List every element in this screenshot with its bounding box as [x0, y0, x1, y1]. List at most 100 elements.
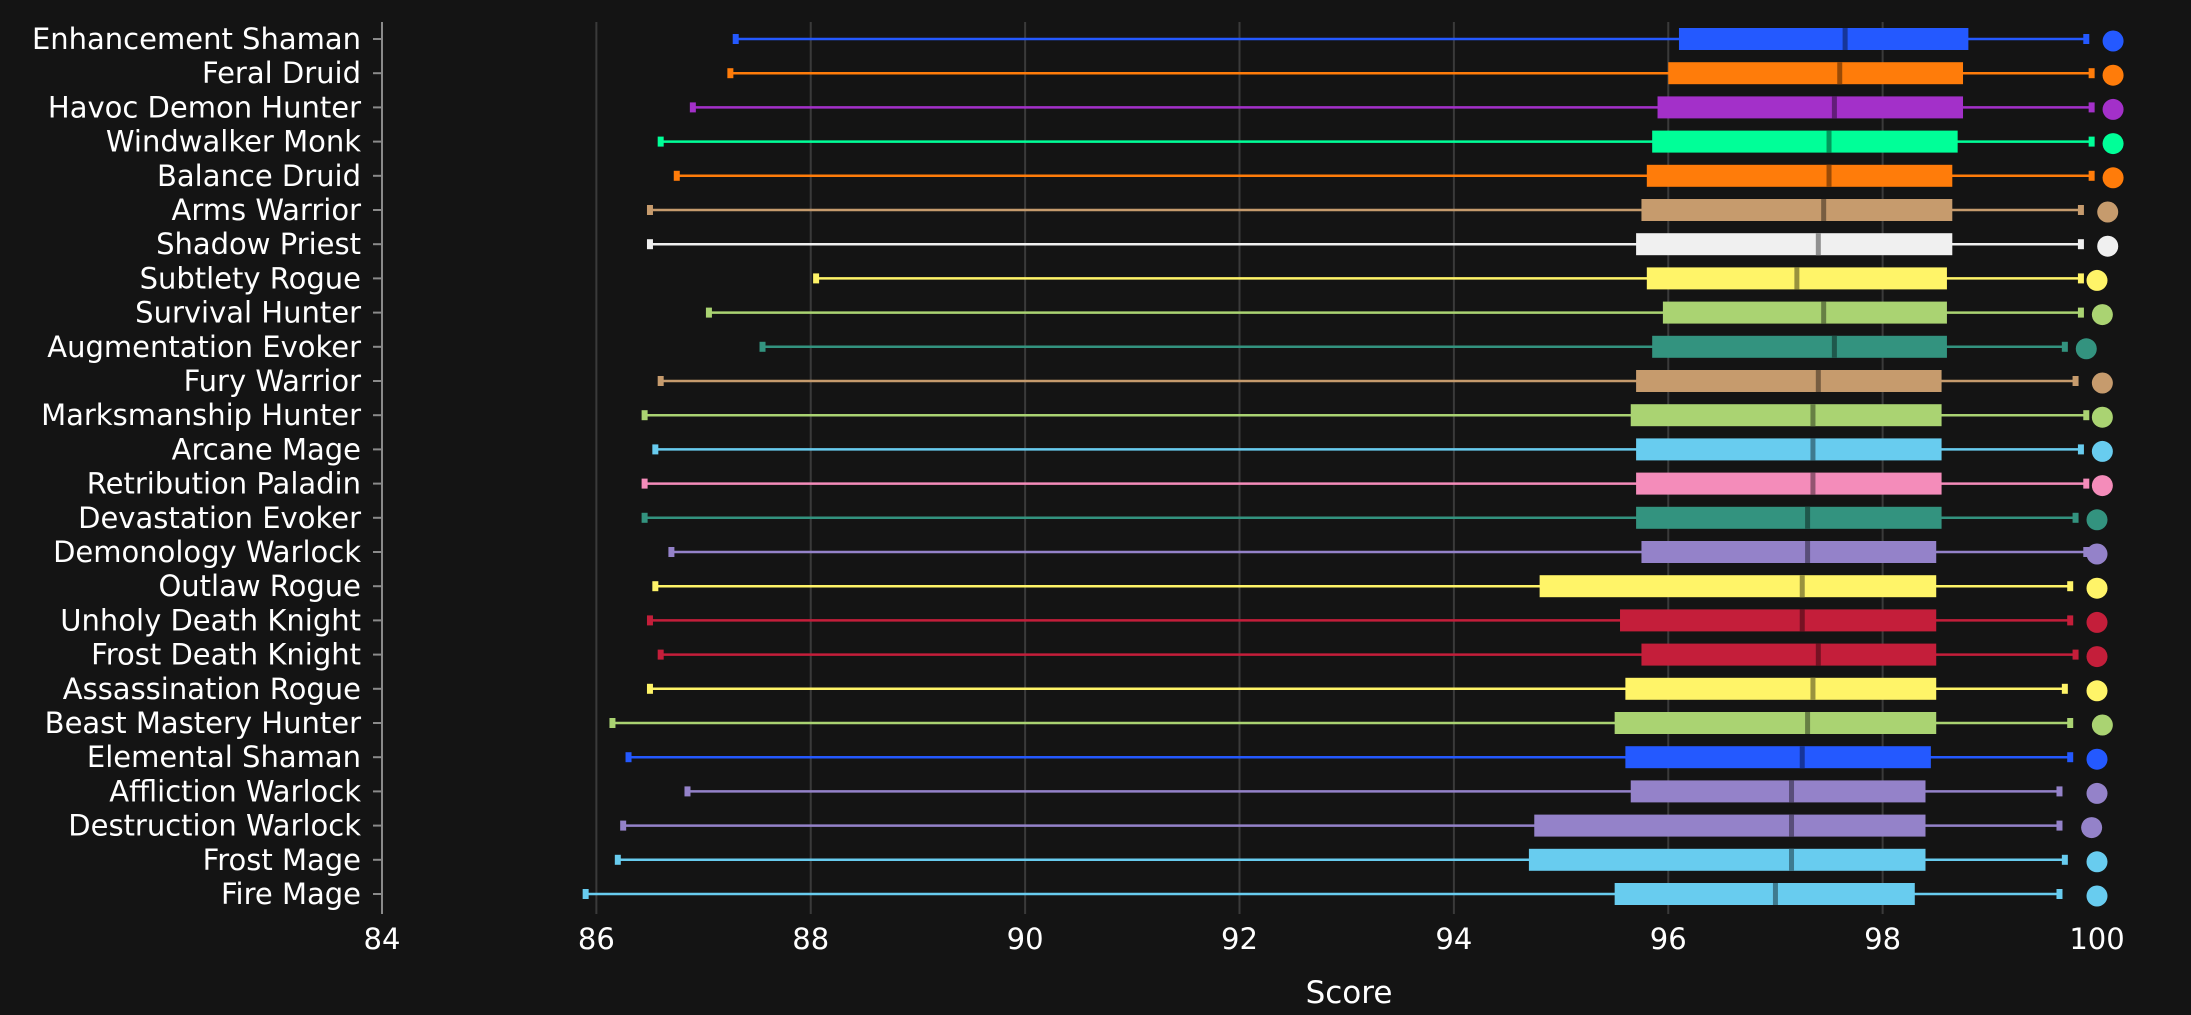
whisker-max-cap — [2083, 410, 2090, 421]
median-line — [1831, 335, 1837, 358]
whisker-max-cap — [2067, 581, 2074, 592]
whisker-min-cap — [689, 102, 696, 113]
x-tick-labels: 84 86 88 90 92 94 96 98 100 — [364, 922, 2125, 956]
whisker-max-cap — [2077, 205, 2084, 215]
box-row: Outlaw Rogue — [158, 569, 2108, 603]
x-tick-label: 100 — [2069, 922, 2124, 956]
whisker-max-cap — [2088, 170, 2095, 181]
spec-label: Subtlety Rogue — [140, 261, 361, 295]
max-dot — [2086, 577, 2108, 599]
x-tick-label: 92 — [1221, 922, 1258, 956]
whisker-min-cap — [646, 205, 653, 215]
whisker-max-cap — [2083, 547, 2090, 557]
max-dot — [2086, 509, 2108, 531]
median-line — [1837, 62, 1843, 85]
whisker-max-cap — [2072, 512, 2079, 523]
max-dot — [2102, 133, 2124, 155]
spec-label: Survival Hunter — [135, 296, 361, 330]
box-row: Demonology Warlock — [53, 535, 2108, 569]
spec-label: Shadow Priest — [156, 227, 361, 261]
box-row: Devastation Evoker — [78, 501, 2108, 535]
max-dot — [2086, 851, 2108, 873]
median-line — [1794, 267, 1800, 290]
whisker-min-cap — [620, 820, 627, 831]
max-dot — [2097, 201, 2119, 223]
box-row: Augmentation Evoker — [47, 330, 2097, 364]
spec-label: Frost Mage — [203, 843, 361, 877]
spec-label: Elemental Shaman — [87, 740, 361, 774]
iqr-box — [1678, 28, 1969, 50]
box-row: Arcane Mage — [172, 432, 2113, 466]
iqr-box — [1528, 848, 1926, 871]
median-line — [1810, 677, 1816, 700]
whisker-min-cap — [641, 478, 648, 489]
spec-label: Outlaw Rogue — [158, 569, 361, 603]
whisker-max-cap — [2083, 34, 2090, 44]
whisker-min-cap — [641, 512, 648, 523]
box-row: Feral Druid — [202, 56, 2124, 90]
median-line — [1810, 472, 1816, 495]
iqr-box — [1625, 746, 1931, 769]
iqr-box — [1636, 370, 1942, 392]
max-dot — [2097, 235, 2119, 257]
box-row: Arms Warrior — [172, 193, 2119, 227]
whisker-min-cap — [609, 718, 616, 728]
iqr-box — [1630, 780, 1926, 803]
max-dot — [2086, 782, 2108, 804]
box-row: Beast Mastery Hunter — [45, 706, 2113, 740]
x-tick-label: 84 — [364, 922, 401, 956]
whisker-max-cap — [2088, 68, 2095, 79]
median-line — [1826, 164, 1832, 187]
box-row: Retribution Paladin — [87, 467, 2113, 501]
whisker-min-cap — [646, 615, 653, 626]
x-tick-label: 86 — [578, 922, 615, 956]
whisker-min-cap — [668, 547, 675, 557]
iqr-box — [1614, 712, 1937, 734]
whisker-min-cap — [646, 683, 653, 694]
median-line — [1799, 609, 1805, 632]
box-row: Balance Druid — [157, 159, 2124, 193]
box-row: Elemental Shaman — [87, 740, 2108, 774]
whisker-min-cap — [625, 752, 632, 763]
max-dot — [2091, 440, 2113, 462]
spec-label: Unholy Death Knight — [60, 603, 361, 637]
box-row: Marksmanship Hunter — [41, 398, 2113, 432]
max-dot — [2086, 269, 2108, 291]
max-dot — [2091, 372, 2113, 394]
x-tick-label: 88 — [792, 922, 829, 956]
max-dot — [2086, 611, 2108, 633]
iqr-box — [1646, 164, 1953, 187]
max-dot — [2086, 748, 2108, 770]
whisker-min-cap — [732, 34, 739, 44]
spec-label: Balance Druid — [157, 159, 361, 193]
iqr-box — [1636, 506, 1942, 529]
median-line — [1810, 404, 1816, 427]
spec-label: Affliction Warlock — [109, 774, 361, 808]
box-row: Shadow Priest — [156, 227, 2119, 261]
iqr-box — [1641, 541, 1937, 563]
whisker-max-cap — [2088, 102, 2095, 113]
iqr-box — [1657, 96, 1964, 119]
median-line — [1789, 848, 1795, 871]
iqr-box — [1662, 301, 1947, 324]
median-line — [1799, 746, 1805, 769]
whisker-min-cap — [657, 649, 664, 660]
median-line — [1789, 814, 1795, 837]
median-line — [1815, 370, 1821, 392]
iqr-box — [1625, 677, 1937, 700]
whisker-min-cap — [727, 68, 734, 79]
whisker-max-cap — [2077, 273, 2084, 284]
whisker-max-cap — [2056, 820, 2063, 831]
whisker-min-cap — [652, 581, 659, 592]
whisker-max-cap — [2077, 307, 2084, 318]
whisker-max-cap — [2061, 854, 2068, 865]
iqr-box — [1668, 62, 1964, 85]
median-line — [1826, 130, 1832, 153]
iqr-box — [1652, 335, 1947, 358]
whisker-max-cap — [2056, 786, 2063, 797]
whisker-max-cap — [2067, 752, 2074, 763]
box-row: Fire Mage — [221, 877, 2108, 911]
max-dot — [2102, 98, 2124, 120]
iqr-box — [1620, 609, 1937, 632]
